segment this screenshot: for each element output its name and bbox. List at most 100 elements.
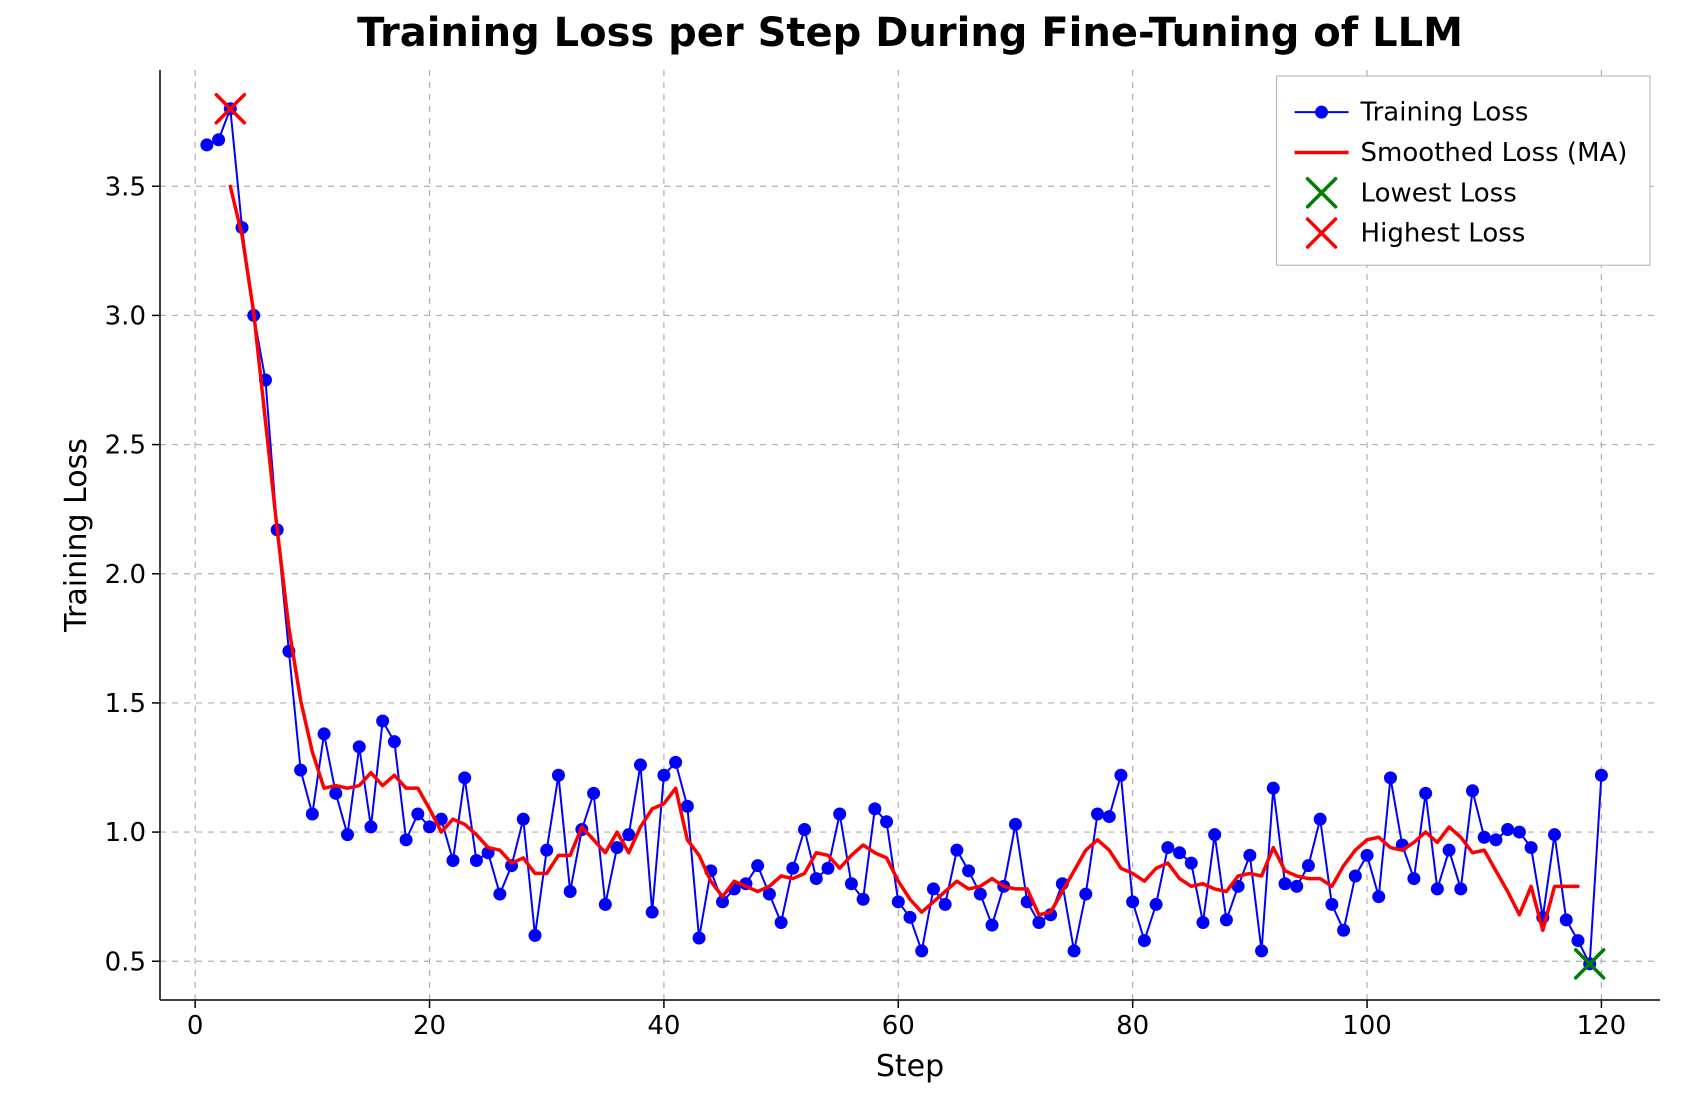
training-loss-marker <box>411 808 424 821</box>
training-loss-marker <box>1302 859 1315 872</box>
training-loss-marker <box>693 932 706 945</box>
chart-title: Training Loss per Step During Fine-Tunin… <box>357 10 1463 56</box>
training-loss-marker <box>904 911 917 924</box>
training-loss-marker <box>1220 913 1233 926</box>
training-loss-marker <box>950 844 963 857</box>
training-loss-marker <box>1138 934 1151 947</box>
training-loss-marker <box>599 898 612 911</box>
training-loss-marker <box>1161 841 1174 854</box>
x-axis-label: Step <box>876 1049 944 1084</box>
chart-container: 0204060801001200.51.01.52.02.53.03.5Step… <box>0 0 1697 1101</box>
training-loss-marker <box>751 859 764 872</box>
training-loss-marker <box>927 882 940 895</box>
training-loss-marker <box>1173 846 1186 859</box>
training-loss-marker <box>318 727 331 740</box>
y-tick-label: 3.5 <box>105 172 146 202</box>
x-tick-label: 80 <box>1116 1011 1149 1041</box>
training-loss-marker <box>1255 944 1268 957</box>
training-loss-marker <box>353 740 366 753</box>
training-loss-marker <box>1361 849 1374 862</box>
training-loss-marker <box>529 929 542 942</box>
training-loss-marker <box>1185 857 1198 870</box>
training-loss-marker <box>470 854 483 867</box>
legend-item-label: Lowest Loss <box>1361 178 1517 208</box>
training-loss-marker <box>1407 872 1420 885</box>
training-loss-marker <box>833 808 846 821</box>
training-loss-marker <box>1150 898 1163 911</box>
training-loss-marker <box>1466 784 1479 797</box>
training-loss-marker <box>1032 916 1045 929</box>
training-loss-marker <box>1068 944 1081 957</box>
training-loss-marker <box>681 800 694 813</box>
training-loss-marker <box>962 864 975 877</box>
training-loss-marker <box>1419 787 1432 800</box>
training-loss-marker <box>423 820 436 833</box>
y-tick-label: 0.5 <box>105 947 146 977</box>
training-loss-marker <box>1548 828 1561 841</box>
training-loss-marker <box>669 756 682 769</box>
training-loss-marker <box>810 872 823 885</box>
training-loss-marker <box>1325 898 1338 911</box>
training-loss-marker <box>1114 769 1127 782</box>
training-loss-marker <box>1079 888 1092 901</box>
training-loss-marker <box>1314 813 1327 826</box>
training-loss-marker <box>1196 916 1209 929</box>
training-loss-marker <box>857 893 870 906</box>
training-loss-marker <box>939 898 952 911</box>
training-loss-marker <box>1372 890 1385 903</box>
training-loss-marker <box>786 862 799 875</box>
training-loss-marker <box>364 820 377 833</box>
training-loss-marker <box>657 769 670 782</box>
training-loss-marker <box>1560 913 1573 926</box>
training-loss-marker <box>892 895 905 908</box>
y-tick-label: 2.5 <box>105 431 146 461</box>
training-loss-marker <box>986 919 999 932</box>
training-loss-marker <box>1267 782 1280 795</box>
training-loss-marker <box>1290 880 1303 893</box>
training-loss-marker <box>868 802 881 815</box>
training-loss-marker <box>400 833 413 846</box>
training-loss-marker <box>646 906 659 919</box>
training-loss-marker <box>1489 833 1502 846</box>
training-loss-marker <box>552 769 565 782</box>
training-loss-marker <box>1443 844 1456 857</box>
legend-item-label: Highest Loss <box>1361 219 1526 249</box>
y-tick-label: 3.0 <box>105 302 146 332</box>
y-tick-label: 1.5 <box>105 689 146 719</box>
training-loss-marker <box>1384 771 1397 784</box>
training-loss-marker <box>1279 877 1292 890</box>
training-loss-marker <box>294 764 307 777</box>
training-loss-marker <box>1525 841 1538 854</box>
training-loss-marker <box>446 854 459 867</box>
x-tick-label: 40 <box>647 1011 680 1041</box>
training-loss-marker <box>329 787 342 800</box>
training-loss-marker <box>376 715 389 728</box>
y-axis-label: Training Loss <box>59 438 94 633</box>
x-tick-label: 20 <box>413 1011 446 1041</box>
training-loss-marker <box>1009 818 1022 831</box>
training-loss-marker <box>1103 810 1116 823</box>
training-loss-marker <box>458 771 471 784</box>
training-loss-marker <box>880 815 893 828</box>
training-loss-marker <box>540 844 553 857</box>
training-loss-marker <box>587 787 600 800</box>
x-tick-label: 60 <box>882 1011 915 1041</box>
training-loss-marker <box>1501 823 1514 836</box>
x-tick-label: 120 <box>1577 1011 1627 1041</box>
training-loss-marker <box>845 877 858 890</box>
training-loss-marker <box>388 735 401 748</box>
training-loss-marker <box>1349 870 1362 883</box>
y-tick-label: 2.0 <box>105 560 146 590</box>
training-loss-marker <box>1431 882 1444 895</box>
training-loss-marker <box>1337 924 1350 937</box>
legend-item-label: Smoothed Loss (MA) <box>1361 138 1628 168</box>
training-loss-marker <box>1091 808 1104 821</box>
training-loss-marker <box>212 133 225 146</box>
legend-item-label: Training Loss <box>1360 98 1529 128</box>
training-loss-marker <box>821 862 834 875</box>
x-tick-label: 100 <box>1342 1011 1392 1041</box>
training-loss-marker <box>1571 934 1584 947</box>
training-loss-marker <box>915 944 928 957</box>
training-loss-marker <box>1208 828 1221 841</box>
training-loss-marker <box>1454 882 1467 895</box>
